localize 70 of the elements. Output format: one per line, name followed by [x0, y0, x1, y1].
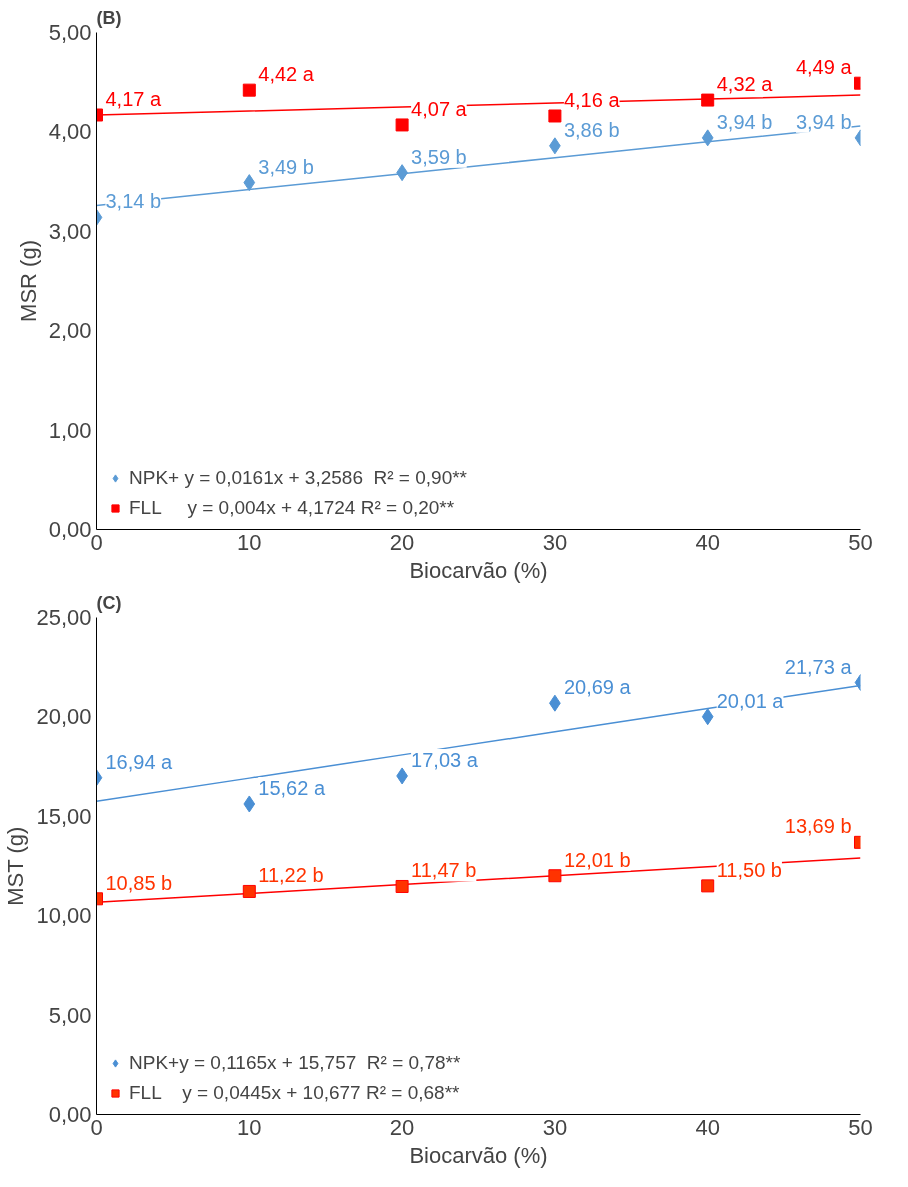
x-tick-label: 30	[542, 1114, 568, 1140]
data-label: 3,86 b	[563, 118, 620, 141]
data-label: 20,69 a	[563, 676, 632, 699]
x-tick-label: 20	[389, 1114, 415, 1140]
point	[242, 884, 256, 898]
y-tick-label: 10,00	[36, 903, 92, 929]
legend-label: NPK+ y = 0,0161x + 3,2586 R² = 0,90**	[129, 467, 468, 489]
point	[701, 93, 715, 107]
point	[548, 869, 562, 883]
x-tick-label: 40	[695, 529, 720, 555]
x-tick-label: 0	[90, 529, 103, 555]
data-label: 4,16 a	[563, 89, 621, 111]
legend-label: FLL y = 0,0445x + 10,677 R² = 0,68**	[129, 1082, 460, 1104]
x-axis-title: Biocarvão (%)	[409, 557, 548, 583]
x-axis-title: Biocarvão (%)	[409, 1142, 548, 1168]
y-tick-label: 5,00	[48, 20, 92, 45]
data-label: 3,94 b	[716, 110, 773, 133]
y-tick-label: 25,00	[36, 605, 92, 630]
y-tick-label: 4,00	[48, 119, 92, 145]
point	[242, 83, 256, 97]
y-axis-title: MST (g)	[3, 826, 29, 906]
y-tick-label: 1,00	[48, 417, 92, 443]
data-label: 13,69 b	[784, 815, 852, 838]
chart-title: (C)	[96, 592, 122, 613]
data-label: 20,01 a	[716, 689, 785, 712]
data-label: 3,14 b	[105, 190, 162, 213]
x-tick-label: 10	[237, 529, 262, 555]
point	[395, 879, 409, 893]
y-tick-label: 20,00	[36, 704, 92, 730]
data-label: 21,73 a	[784, 655, 853, 678]
data-label: 11,22 b	[258, 864, 324, 887]
x-tick-label: 50	[848, 1114, 873, 1140]
point	[701, 129, 714, 147]
data-label: 4,07 a	[411, 97, 468, 120]
data-label: 12,01 b	[563, 848, 631, 871]
x-tick-label: 30	[542, 529, 568, 555]
y-tick-label: 5,00	[48, 1002, 92, 1028]
data-label: 4,42 a	[258, 63, 315, 86]
x-tick-label: 50	[848, 529, 873, 555]
x-tick-label: 40	[695, 1114, 720, 1140]
data-label: 15,62 a	[258, 776, 326, 799]
data-label: 4,32 a	[716, 73, 774, 96]
data-label: 3,49 b	[258, 155, 314, 178]
y-tick-label: 0,00	[48, 517, 92, 542]
legend-label: FLL y = 0,004x + 4,1724 R² = 0,20**	[129, 497, 455, 519]
data-label: 4,17 a	[105, 88, 162, 110]
point	[395, 118, 409, 132]
y-tick-label: 15,00	[36, 803, 92, 829]
y-tick-label: 2,00	[48, 318, 92, 344]
data-label: 3,94 b	[795, 110, 852, 133]
data-label: 16,94 a	[105, 750, 174, 773]
x-tick-label: 10	[237, 1114, 262, 1140]
point	[701, 879, 715, 893]
point	[548, 109, 562, 123]
x-tick-label: 20	[389, 529, 415, 555]
data-label: 10,85 b	[105, 871, 173, 894]
x-tick-label: 0	[90, 1114, 103, 1140]
point	[243, 795, 256, 813]
point	[243, 174, 256, 192]
data-label: 11,47 b	[411, 859, 477, 882]
y-tick-label: 0,00	[48, 1102, 92, 1127]
data-label: 17,03 a	[411, 748, 479, 771]
data-label: 11,50 b	[716, 858, 782, 881]
point	[701, 708, 714, 726]
legend-label: NPK+y = 0,1165x + 15,757 R² = 0,78**	[129, 1052, 461, 1074]
chart-title: (B)	[96, 7, 122, 28]
y-axis-title: MSR (g)	[15, 240, 41, 322]
data-label: 4,49 a	[795, 56, 853, 79]
y-tick-label: 3,00	[48, 218, 92, 244]
data-label: 3,59 b	[411, 145, 467, 168]
